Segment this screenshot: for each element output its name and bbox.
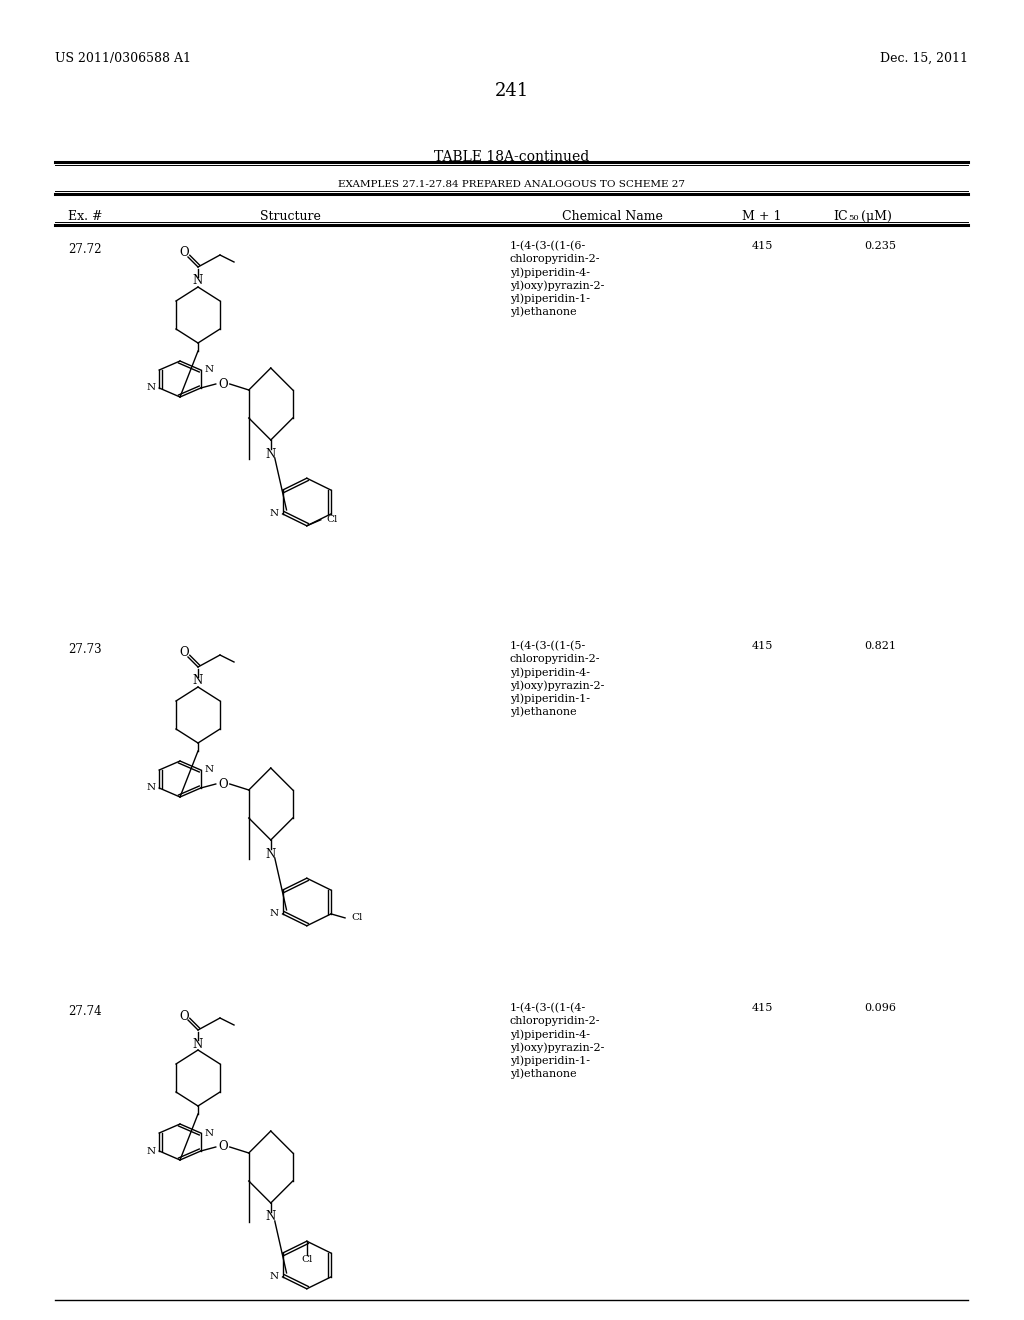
Text: yl)piperidin-4-: yl)piperidin-4- bbox=[510, 1030, 590, 1040]
Text: N: N bbox=[265, 847, 275, 861]
Text: 1-(4-(3-((1-(6-: 1-(4-(3-((1-(6- bbox=[510, 242, 587, 251]
Text: N: N bbox=[146, 384, 156, 392]
Text: yl)oxy)pyrazin-2-: yl)oxy)pyrazin-2- bbox=[510, 1041, 604, 1052]
Text: yl)ethanone: yl)ethanone bbox=[510, 1068, 577, 1078]
Text: TABLE 18A-continued: TABLE 18A-continued bbox=[434, 150, 590, 164]
Text: yl)ethanone: yl)ethanone bbox=[510, 706, 577, 717]
Text: Cl: Cl bbox=[301, 1255, 312, 1263]
Text: US 2011/0306588 A1: US 2011/0306588 A1 bbox=[55, 51, 191, 65]
Text: Cl: Cl bbox=[351, 913, 362, 923]
Text: N: N bbox=[270, 510, 280, 519]
Text: 1-(4-(3-((1-(5-: 1-(4-(3-((1-(5- bbox=[510, 642, 587, 651]
Text: EXAMPLES 27.1-27.84 PREPARED ANALOGOUS TO SCHEME 27: EXAMPLES 27.1-27.84 PREPARED ANALOGOUS T… bbox=[339, 180, 685, 189]
Text: yl)piperidin-4-: yl)piperidin-4- bbox=[510, 267, 590, 277]
Text: (μM): (μM) bbox=[857, 210, 892, 223]
Text: IC: IC bbox=[833, 210, 848, 223]
Text: N: N bbox=[204, 366, 213, 375]
Text: chloropyridin-2-: chloropyridin-2- bbox=[510, 1016, 600, 1026]
Text: yl)piperidin-1-: yl)piperidin-1- bbox=[510, 293, 590, 304]
Text: yl)piperidin-1-: yl)piperidin-1- bbox=[510, 693, 590, 704]
Text: yl)oxy)pyrazin-2-: yl)oxy)pyrazin-2- bbox=[510, 280, 604, 290]
Text: 0.821: 0.821 bbox=[864, 642, 896, 651]
Text: 415: 415 bbox=[752, 242, 773, 251]
Text: yl)piperidin-4-: yl)piperidin-4- bbox=[510, 667, 590, 677]
Text: N: N bbox=[265, 1210, 275, 1224]
Text: N: N bbox=[270, 1272, 280, 1282]
Text: O: O bbox=[218, 1140, 227, 1154]
Text: 415: 415 bbox=[752, 1003, 773, 1012]
Text: O: O bbox=[179, 647, 188, 660]
Text: Cl: Cl bbox=[327, 515, 338, 524]
Text: 27.74: 27.74 bbox=[68, 1005, 101, 1018]
Text: N: N bbox=[204, 1129, 213, 1138]
Text: chloropyridin-2-: chloropyridin-2- bbox=[510, 253, 600, 264]
Text: N: N bbox=[193, 675, 203, 688]
Text: 50: 50 bbox=[848, 214, 859, 222]
Text: O: O bbox=[218, 777, 227, 791]
Text: N: N bbox=[193, 1038, 203, 1051]
Text: O: O bbox=[179, 1010, 188, 1023]
Text: O: O bbox=[179, 247, 188, 260]
Text: chloropyridin-2-: chloropyridin-2- bbox=[510, 653, 600, 664]
Text: N: N bbox=[270, 909, 280, 919]
Text: N: N bbox=[146, 1147, 156, 1155]
Text: M + 1: M + 1 bbox=[742, 210, 781, 223]
Text: Structure: Structure bbox=[259, 210, 321, 223]
Text: N: N bbox=[204, 766, 213, 775]
Text: 1-(4-(3-((1-(4-: 1-(4-(3-((1-(4- bbox=[510, 1003, 587, 1014]
Text: 0.096: 0.096 bbox=[864, 1003, 896, 1012]
Text: Dec. 15, 2011: Dec. 15, 2011 bbox=[880, 51, 968, 65]
Text: N: N bbox=[265, 447, 275, 461]
Text: Chemical Name: Chemical Name bbox=[561, 210, 663, 223]
Text: 415: 415 bbox=[752, 642, 773, 651]
Text: N: N bbox=[193, 275, 203, 288]
Text: 27.73: 27.73 bbox=[68, 643, 101, 656]
Text: 241: 241 bbox=[495, 82, 529, 100]
Text: O: O bbox=[218, 378, 227, 391]
Text: yl)piperidin-1-: yl)piperidin-1- bbox=[510, 1055, 590, 1065]
Text: 27.72: 27.72 bbox=[68, 243, 101, 256]
Text: N: N bbox=[146, 784, 156, 792]
Text: 0.235: 0.235 bbox=[864, 242, 896, 251]
Text: yl)ethanone: yl)ethanone bbox=[510, 306, 577, 317]
Text: Ex. #: Ex. # bbox=[68, 210, 102, 223]
Text: yl)oxy)pyrazin-2-: yl)oxy)pyrazin-2- bbox=[510, 680, 604, 690]
